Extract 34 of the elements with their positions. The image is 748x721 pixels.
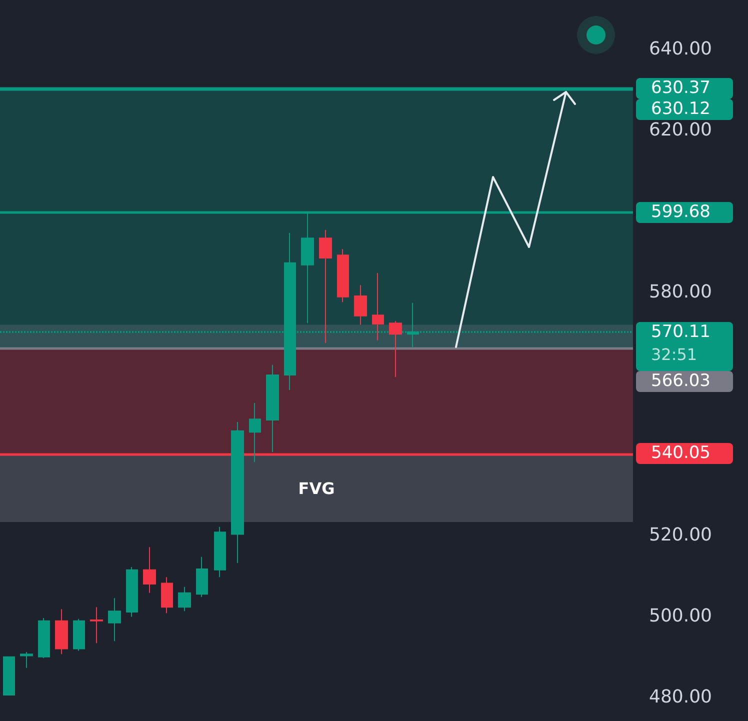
y-tick-label: 500.00 [649, 606, 712, 626]
candlestick [73, 618, 85, 652]
candlestick [108, 598, 121, 642]
candlestick [196, 556, 208, 598]
candlestick [126, 566, 138, 618]
candlestick [90, 606, 103, 644]
candlestick [161, 576, 173, 614]
candlestick [389, 320, 402, 378]
candlestick [214, 526, 226, 578]
y-tick-label: 620.00 [649, 120, 712, 140]
y-tick-label: 580.00 [649, 282, 712, 302]
candlestick [372, 272, 384, 341]
y-tick-label: 640.00 [649, 38, 712, 60]
candlestick [354, 284, 367, 326]
y-tick-label: 480.00 [649, 686, 712, 708]
candlestick [249, 402, 261, 463]
candlestick [178, 586, 191, 612]
candlestick [337, 248, 349, 303]
ref-line-label: 630.37 [651, 78, 712, 98]
band-label: FVG [298, 478, 335, 498]
ref-line-label: 630.12 [651, 98, 712, 120]
candlestick [38, 618, 50, 659]
candlestick [231, 422, 244, 564]
ref-line-label: 566.03 [651, 370, 712, 392]
candlestick [143, 546, 156, 594]
ref-line-label: 570.11 32:51 [651, 322, 712, 366]
candlestick [55, 608, 68, 655]
y-tick-label: 520.00 [649, 524, 712, 546]
ref-line-label: 599.68 [651, 202, 712, 223]
ref-line-label: 540.05 [651, 443, 712, 464]
candlestick [319, 230, 332, 344]
candlestick [20, 652, 33, 668]
candlestick [266, 364, 279, 452]
candlestick [3, 656, 15, 696]
